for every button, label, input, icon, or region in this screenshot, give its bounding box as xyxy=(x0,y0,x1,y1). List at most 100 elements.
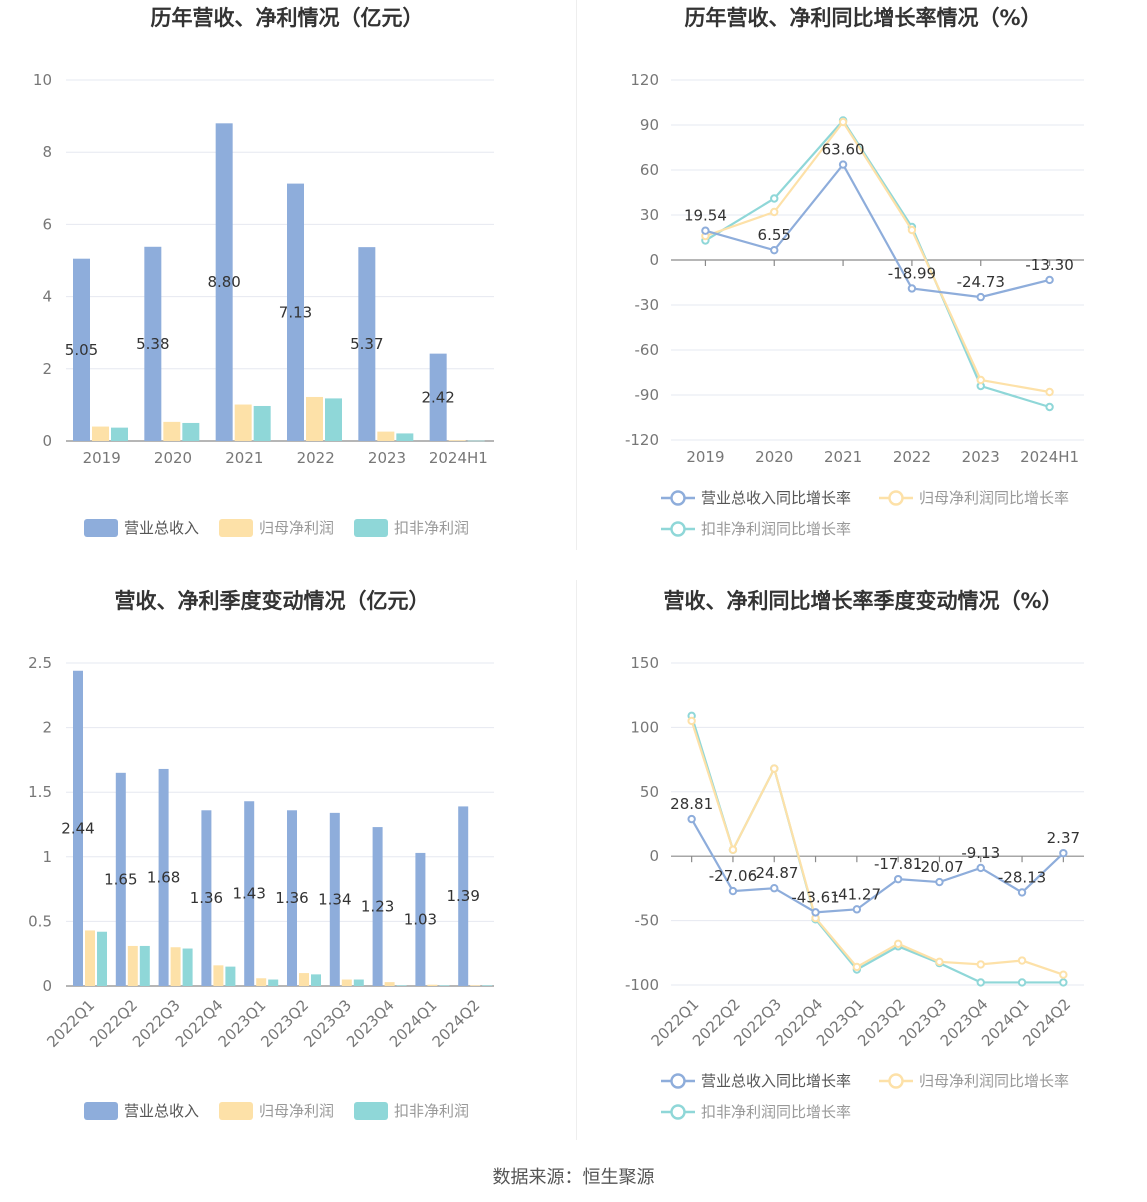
bar-deducted-profit xyxy=(111,427,128,441)
series-point xyxy=(1045,275,1054,285)
bar-parent-profit xyxy=(470,985,481,986)
bar-deducted-profit xyxy=(439,985,450,986)
annual-revenue-profit-chart: 历年营收、净利情况（亿元） 0 2 4 6 8 10 5.05 2019 5.38 2020 8.80… xyxy=(0,0,573,560)
series-point xyxy=(838,160,848,169)
series-line-parent-profit xyxy=(690,720,1064,976)
series-point xyxy=(1059,978,1068,987)
series-point xyxy=(907,225,917,235)
legend-swatch xyxy=(219,1102,253,1120)
legend-label: 扣非净利润同比增长率 xyxy=(701,1103,851,1121)
data-label: -28.13 xyxy=(998,868,1046,886)
data-label: -17.81 xyxy=(874,855,922,873)
data-source-note: 数据来源：恒生聚源 xyxy=(492,1167,655,1188)
bar-deducted-profit xyxy=(225,966,236,986)
series-point xyxy=(852,962,862,972)
y-tick-label: 0 xyxy=(42,977,52,995)
legend-swatch xyxy=(354,519,388,537)
bar-deducted-profit xyxy=(396,985,407,986)
data-label: 7.13 xyxy=(279,303,312,321)
data-label: -18.99 xyxy=(888,264,936,282)
annual-revenue-profit-svg: 历年营收、净利情况（亿元） 0 2 4 6 8 10 5.05 2019 5.38 2020 8.80… xyxy=(33,6,494,537)
y-tick-label: 8 xyxy=(42,143,52,161)
legend-label: 归母净利润同比增长率 xyxy=(919,1072,1069,1090)
quarterly-growth-rate-svg: 营收、净利同比增长率季度变动情况（%）-100-500501001502022Q… xyxy=(625,589,1084,1121)
y-tick-label: 30 xyxy=(640,206,659,224)
data-label: 2.42 xyxy=(421,388,454,406)
bar-revenue xyxy=(144,246,162,441)
legend-swatch xyxy=(354,1102,388,1120)
series-line-revenue xyxy=(690,818,1065,914)
bar-revenue xyxy=(73,670,83,986)
bar-parent-profit xyxy=(92,426,109,441)
series-point xyxy=(893,874,903,884)
data-label: 5.38 xyxy=(136,335,169,353)
series-point xyxy=(907,284,917,293)
series-point xyxy=(1045,402,1054,412)
bar-parent-profit xyxy=(306,396,323,441)
series-line-parent-profit xyxy=(705,120,1050,394)
bar-deducted-profit xyxy=(467,440,485,442)
data-label: 1.34 xyxy=(318,890,351,908)
data-label: 63.60 xyxy=(822,141,865,159)
bar-parent-profit xyxy=(127,945,138,986)
annual-growth-rate-chart: 历年营收、净利同比增长率情况（%） -120 -90 -60 -30 0 30 60 90 120… xyxy=(577,0,1147,560)
series-point xyxy=(976,978,985,987)
bar-deducted-profit xyxy=(139,945,150,986)
bar-deducted-profit xyxy=(325,398,342,441)
legend-label: 营业总收入同比增长率 xyxy=(701,1072,851,1090)
y-tick-label: -50 xyxy=(635,912,660,930)
series-point xyxy=(935,877,944,887)
chart-title: 营收、净利季度变动情况（亿元） xyxy=(115,589,430,613)
bar-parent-profit xyxy=(256,978,267,986)
bar-deducted-profit xyxy=(268,979,279,986)
series-point xyxy=(770,194,779,203)
y-tick-label: -30 xyxy=(635,296,660,314)
series-point xyxy=(687,716,696,726)
data-label: 2.44 xyxy=(61,819,94,837)
series-point xyxy=(770,764,779,773)
legend-swatch xyxy=(219,519,253,537)
x-tick-label: 2021 xyxy=(824,448,862,466)
chart-title: 历年营收、净利情况（亿元） xyxy=(151,6,424,30)
bar-revenue xyxy=(73,258,90,441)
bar-deducted-profit xyxy=(182,948,193,986)
x-tick-label: 2024H1 xyxy=(1020,448,1079,466)
bar-revenue xyxy=(372,827,383,986)
data-label: 5.05 xyxy=(65,341,98,359)
series-point xyxy=(728,886,738,896)
bar-deducted-profit xyxy=(482,985,493,986)
data-label: -27.06 xyxy=(709,867,757,885)
series-point xyxy=(1017,956,1027,965)
y-tick-label: 0 xyxy=(649,251,659,269)
bar-revenue xyxy=(287,183,304,441)
x-tick-label: 2021 xyxy=(225,449,263,467)
y-tick-label: 120 xyxy=(630,71,659,89)
data-label: -43.61 xyxy=(791,888,839,906)
series-point xyxy=(1059,848,1068,858)
series-line-revenue xyxy=(705,162,1050,299)
series-point xyxy=(770,884,779,893)
y-tick-label: 50 xyxy=(640,783,659,801)
bar-deducted-profit xyxy=(182,422,200,441)
series-point xyxy=(770,245,779,255)
y-tick-label: 1.5 xyxy=(28,783,52,801)
series-point xyxy=(1017,978,1027,987)
y-tick-label: -100 xyxy=(625,976,659,994)
x-tick-label: 2023 xyxy=(962,448,1000,466)
series-point xyxy=(701,226,710,235)
y-tick-label: 2 xyxy=(42,719,52,737)
bar-parent-profit xyxy=(213,965,224,986)
legend-swatch xyxy=(84,1102,118,1120)
bar-parent-profit xyxy=(384,982,395,986)
data-label: -20.07 xyxy=(915,858,963,876)
data-label: 6.55 xyxy=(758,226,791,244)
chart-title: 历年营收、净利同比增长率情况（%） xyxy=(684,6,1041,30)
annual-growth-rate-svg: 历年营收、净利同比增长率情况（%） -120 -90 -60 -30 0 30 60 90 120… xyxy=(625,6,1084,538)
y-tick-label: 150 xyxy=(630,654,659,672)
y-tick-label: 4 xyxy=(42,288,52,306)
bar-deducted-profit xyxy=(97,931,107,986)
x-tick-label: 2019 xyxy=(83,449,121,467)
series-point xyxy=(893,939,903,948)
bar-parent-profit xyxy=(85,930,95,986)
series-point xyxy=(976,375,985,385)
